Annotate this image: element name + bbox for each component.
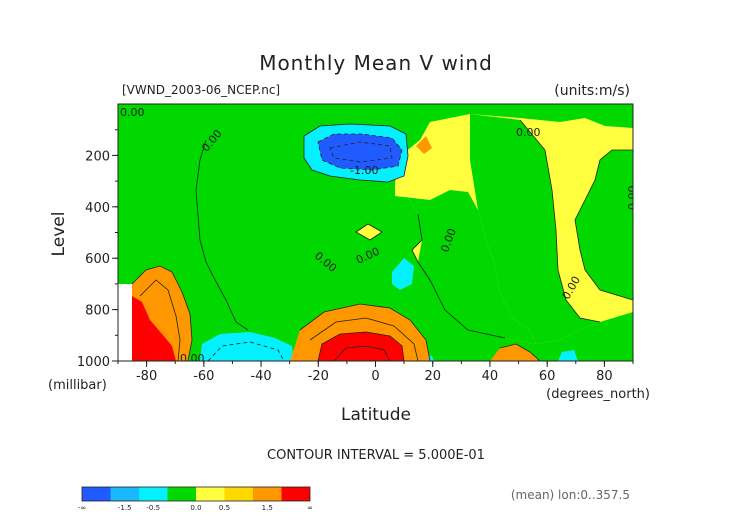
x-tick-label: 80 [596,369,613,384]
y-tick-label: 400 [85,201,110,216]
file-label: [VWND_2003-06_NCEP.nc] [122,83,280,97]
field-red-left [132,296,176,361]
x-unit-label: (degrees_north) [546,387,650,402]
colorbar-frame [81,486,311,502]
colorbar-label: -∞ [78,504,86,512]
contour-interval-label: CONTOUR INTERVAL = 5.000E-01 [267,448,485,463]
contour-label: 0.00 [626,186,639,211]
x-tick-label: -40 [250,369,271,384]
x-tick-label: 40 [482,369,499,384]
y-unit-label: (millibar) [48,378,107,393]
colorbar-swatch [196,487,225,501]
field-blue-jet-core [318,134,402,170]
contour-label: 0.00 [516,126,541,139]
colorbar-label: 0.0 [190,504,201,512]
y-tick-label: 600 [85,252,110,267]
y-tick-label: 200 [85,149,110,164]
x-tick-label: -80 [136,369,157,384]
field-cyan-lower-right [558,350,578,361]
plot-area: 0.00 0.00 0.00 -1.00 0.00 0.00 0.00 0.00… [118,104,639,365]
colorbar-labels: -∞ -1.5 -0.5 0.0 0.5 1.5 ∞ [78,504,313,512]
x-axis-title: Latitude [341,405,411,425]
contour-label: 0.00 [180,352,205,365]
field-cyan-patch-mid [392,258,414,290]
colorbar-label: -0.5 [146,504,160,512]
x-tick-label: 0 [371,369,379,384]
colorbar-label: 0.5 [219,504,230,512]
colorbar-swatch [167,487,196,501]
field-orange-lower-right [490,344,540,361]
chart-title: Monthly Mean V wind [259,51,493,75]
field-green-left-column [118,104,418,340]
y-tick-label: 800 [85,304,110,319]
colorbar-swatch [110,487,139,501]
colorbar-label: ∞ [307,504,313,512]
colorbar-swatch [253,487,282,501]
units-label: (units:m/s) [554,83,630,99]
field-green-right-column [470,114,600,344]
y-axis: 200 400 600 800 1000 [77,129,118,370]
x-tick-label: 60 [539,369,556,384]
colorbar-label: 1.5 [262,504,273,512]
colorbar-swatch [224,487,253,501]
colorbar-label: -1.5 [118,504,132,512]
x-tick-label: 20 [424,369,441,384]
colorbar-swatch [82,487,111,501]
field-orange-small-top [416,136,432,154]
y-axis-title: Level [49,212,69,257]
missing-data-region [118,284,132,361]
field-cyan-lower-left [200,332,294,361]
x-axis: -80 -60 -40 -20 0 20 40 60 80 [117,361,634,384]
contour-label: 0.00 [120,106,145,119]
field-green-right-slope [575,150,633,300]
footnote: (mean) lon:0..357.5 [511,488,630,502]
colorbar-swatch [281,487,310,501]
contour-label: -1.00 [350,164,378,177]
colorbar-swatch [139,487,168,501]
x-tick-label: -60 [193,369,214,384]
x-tick-label: -20 [308,369,329,384]
field-green-mid-column [395,190,536,344]
y-tick-label: 1000 [77,355,110,370]
colorbar [81,486,311,502]
contour-lines [131,119,633,361]
